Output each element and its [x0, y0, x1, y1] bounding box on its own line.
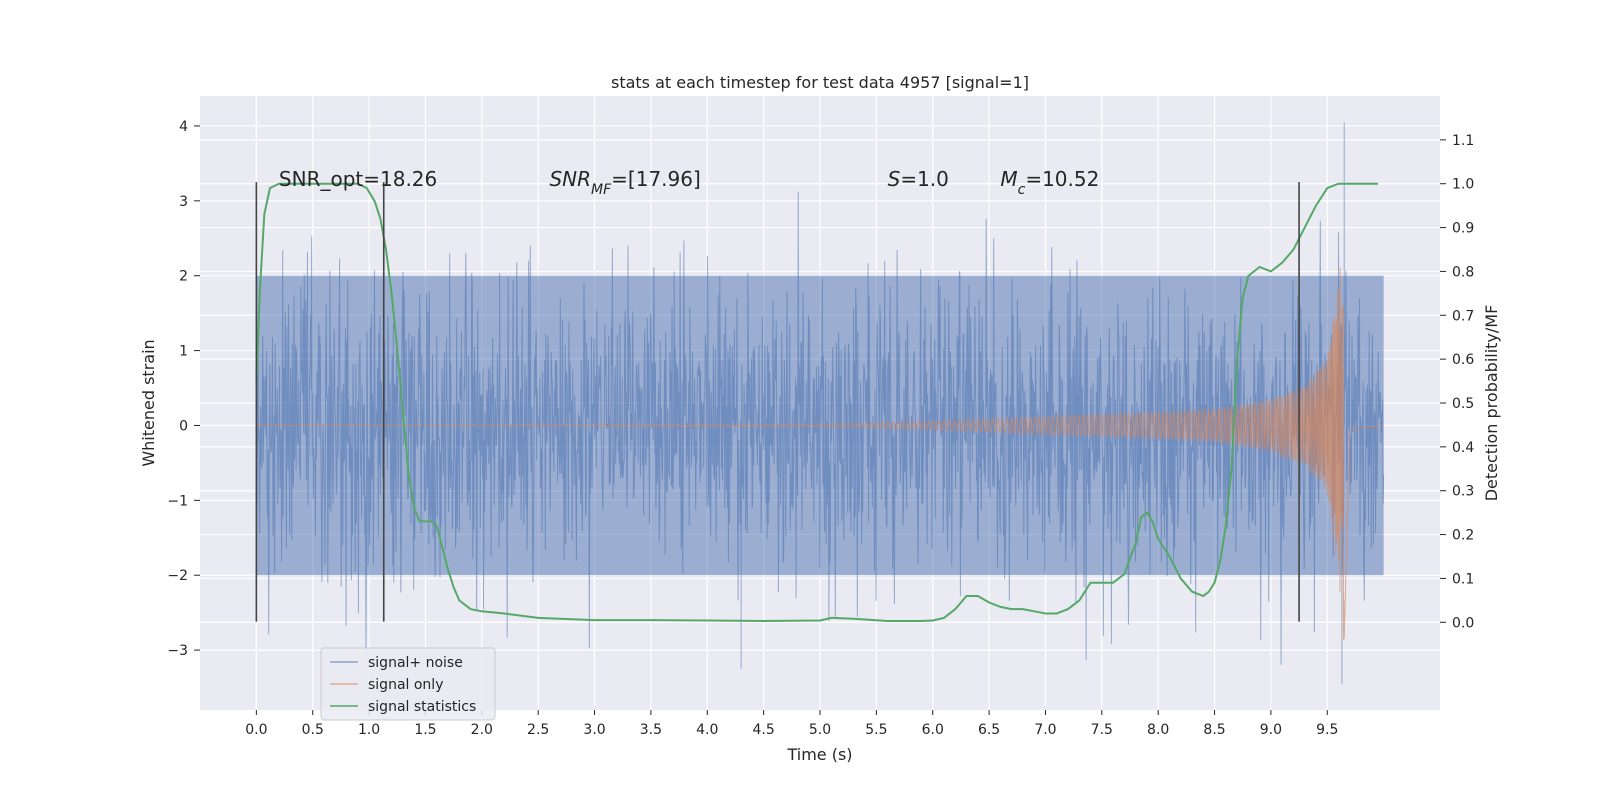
x-tick-label: 1.5 — [414, 722, 436, 738]
y-tick-label: 1 — [179, 344, 188, 360]
plot-area — [255, 122, 1385, 684]
y2-axis-label: Detection probability/MF — [1482, 305, 1501, 502]
y2-tick-label: 1.0 — [1452, 177, 1474, 193]
x-tick-label: 5.5 — [865, 722, 887, 738]
series-signal-statistics — [255, 182, 1378, 623]
y-tick-label: −2 — [167, 568, 188, 584]
y-tick-label: 0 — [179, 418, 188, 434]
x-tick-label: 9.5 — [1316, 722, 1338, 738]
x-tick-label: 7.5 — [1091, 722, 1113, 738]
annotations: SNR_opt=18.26 SNRMF=[17.96] S=1.0 Mc=10.52 — [279, 167, 1099, 198]
legend-frame — [320, 647, 496, 721]
vertical-markers — [255, 182, 1300, 622]
chart-title: stats at each timestep for test data 495… — [611, 73, 1029, 92]
series-signal-noise — [255, 122, 1385, 684]
x-tick-label: 4.0 — [696, 722, 718, 738]
y2-tick-label: 0.0 — [1452, 615, 1474, 631]
y-axis-right: 0.0 0.1 0.2 0.3 0.4 0.5 0.6 0.7 0.8 0.9 1.0 1.1 — [1440, 133, 1474, 631]
y-axis-label: Whitened strain — [139, 339, 158, 466]
x-tick-label: 4.5 — [753, 722, 775, 738]
y2-tick-label: 0.6 — [1452, 352, 1474, 368]
x-tick-label: 6.0 — [922, 722, 944, 738]
legend-label-signal-noise: signal+ noise — [368, 655, 463, 671]
y2-tick-label: 0.8 — [1452, 264, 1474, 280]
y2-tick-label: 1.1 — [1452, 133, 1474, 149]
annotation-2: S=1.0 — [888, 167, 949, 191]
x-tick-label: 0.5 — [302, 722, 324, 738]
annotation-3: Mc=10.52 — [1000, 167, 1099, 198]
x-axis-label: Time (s) — [786, 745, 852, 764]
y2-tick-label: 0.1 — [1452, 571, 1474, 587]
series-signal-only — [256, 267, 1384, 640]
x-tick-label: 2.5 — [527, 722, 549, 738]
y-tick-label: −1 — [167, 493, 188, 509]
x-tick-label: 9.0 — [1260, 722, 1282, 738]
y2-tick-label: 0.9 — [1452, 221, 1474, 237]
y-tick-label: 2 — [179, 269, 188, 285]
y2-tick-label: 0.2 — [1452, 528, 1474, 544]
y2-tick-label: 0.4 — [1452, 440, 1474, 456]
x-tick-label: 2.0 — [471, 722, 493, 738]
x-tick-label: 3.5 — [640, 722, 662, 738]
legend: signal+ noise signal only signal statist… — [320, 647, 496, 721]
y-axis-left: −3 −2 −1 0 1 2 3 4 — [167, 119, 200, 659]
y2-tick-label: 0.3 — [1452, 484, 1474, 500]
x-tick-label: 1.0 — [358, 722, 380, 738]
y2-tick-label: 0.5 — [1452, 396, 1474, 412]
x-tick-label: 7.0 — [1034, 722, 1056, 738]
y-tick-label: −3 — [167, 643, 188, 659]
x-tick-label: 3.0 — [583, 722, 605, 738]
y-tick-label: 3 — [179, 194, 188, 210]
x-tick-label: 8.5 — [1203, 722, 1225, 738]
x-axis: 0.0 0.5 1.0 1.5 2.0 2.5 3.0 3.5 4.0 4.5 5.0 5.5 6.0 6… — [245, 710, 1338, 738]
x-tick-label: 0.0 — [245, 722, 267, 738]
legend-label-signal-only: signal only — [368, 677, 443, 693]
legend-label-signal-statistics: signal statistics — [368, 699, 476, 715]
y2-tick-label: 0.7 — [1452, 308, 1474, 324]
x-tick-label: 6.5 — [978, 722, 1000, 738]
annotation-1: SNRMF=[17.96] — [549, 167, 700, 198]
y-tick-label: 4 — [179, 119, 188, 135]
x-tick-label: 8.0 — [1147, 722, 1169, 738]
annotation-0: SNR_opt=18.26 — [279, 167, 437, 191]
x-tick-label: 5.0 — [809, 722, 831, 738]
